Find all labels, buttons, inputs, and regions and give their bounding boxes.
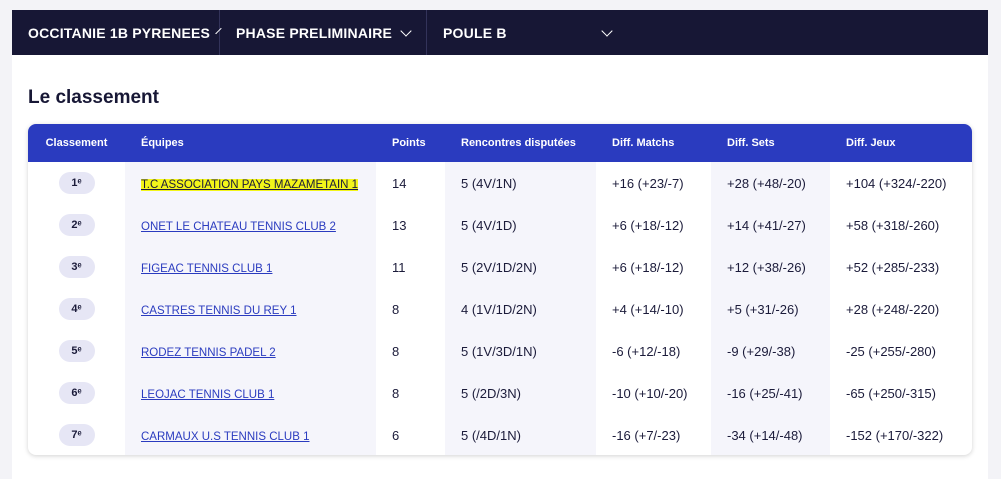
diff-sets-cell: +12 (+38/-26) <box>711 246 830 288</box>
team-link[interactable]: CASTRES TENNIS DU REY 1 <box>141 304 297 317</box>
table-row: 2ᵉ ONET LE CHATEAU TENNIS CLUB 2 13 5 (4… <box>28 204 972 246</box>
rank-cell: 6ᵉ <box>28 372 125 414</box>
rank-badge: 5ᵉ <box>58 340 95 362</box>
region-dropdown[interactable]: OCCITANIE 1B PYRENEES <box>12 10 222 55</box>
rencontres-cell: 5 (1V/3D/1N) <box>445 330 596 372</box>
table-row: 7ᵉ CARMAUX U.S TENNIS CLUB 1 6 5 (/4D/1N… <box>28 414 972 455</box>
team-link[interactable]: FIGEAC TENNIS CLUB 1 <box>141 262 273 275</box>
rencontres-cell: 5 (4V/1D) <box>445 204 596 246</box>
poule-dropdown[interactable]: POULE B <box>427 10 627 55</box>
team-cell: FIGEAC TENNIS CLUB 1 <box>125 246 376 288</box>
diff-matchs-cell: -10 (+10/-20) <box>612 385 688 401</box>
team-link[interactable]: CARMAUX U.S TENNIS CLUB 1 <box>141 430 310 443</box>
phase-dropdown[interactable]: PHASE PRELIMINAIRE <box>220 10 427 55</box>
rank-cell: 1ᵉ <box>28 162 125 204</box>
rencontres-cell: 5 (4V/1N) <box>445 162 596 204</box>
rencontres-cell: 5 (/2D/3N) <box>445 372 596 414</box>
diff-jeux-cell: -25 (+255/-280) <box>846 343 936 359</box>
rank-cell: 3ᵉ <box>28 246 125 288</box>
filter-bar: OCCITANIE 1B PYRENEES PHASE PRELIMINAIRE… <box>12 10 988 55</box>
team-cell: RODEZ TENNIS PADEL 2 <box>125 330 376 372</box>
header-diff-matchs: Diff. Matchs <box>596 124 711 162</box>
rank-cell: 7ᵉ <box>28 414 125 455</box>
team-link[interactable]: RODEZ TENNIS PADEL 2 <box>141 346 276 359</box>
diff-jeux-cell: -152 (+170/-322) <box>846 427 944 443</box>
points-cell: 8 <box>392 385 400 401</box>
diff-matchs-cell: +6 (+18/-12) <box>612 259 684 275</box>
header-diff-sets: Diff. Sets <box>711 124 830 162</box>
points-cell: 6 <box>392 427 400 443</box>
phase-dropdown-label: PHASE PRELIMINAIRE <box>236 24 393 41</box>
rank-badge: 6ᵉ <box>58 382 95 404</box>
diff-jeux-cell: -65 (+250/-315) <box>846 385 936 401</box>
table-row: 6ᵉ LEOJAC TENNIS CLUB 1 8 5 (/2D/3N) -10… <box>28 372 972 414</box>
team-link[interactable]: LEOJAC TENNIS CLUB 1 <box>141 388 275 401</box>
diff-sets-cell: -9 (+29/-38) <box>711 330 830 372</box>
table-row: 5ᵉ RODEZ TENNIS PADEL 2 8 5 (1V/3D/1N) -… <box>28 330 972 372</box>
diff-jeux-cell: +104 (+324/-220) <box>846 175 947 191</box>
poule-dropdown-label: POULE B <box>443 24 507 41</box>
rank-cell: 2ᵉ <box>28 204 125 246</box>
points-cell: 11 <box>392 259 406 275</box>
team-link[interactable]: T.C ASSOCIATION PAYS MAZAMETAIN 1 <box>141 178 359 191</box>
rank-cell: 4ᵉ <box>28 288 125 330</box>
diff-matchs-cell: -6 (+12/-18) <box>612 343 681 359</box>
standings-table: Classement Équipes Points Rencontres dis… <box>28 124 972 455</box>
chevron-down-icon <box>601 24 613 37</box>
diff-jeux-cell: +28 (+248/-220) <box>846 301 940 317</box>
rank-cell: 5ᵉ <box>28 330 125 372</box>
team-cell: T.C ASSOCIATION PAYS MAZAMETAIN 1 <box>125 162 376 204</box>
points-cell: 13 <box>392 217 407 233</box>
rank-badge: 3ᵉ <box>58 256 95 278</box>
diff-sets-cell: +28 (+48/-20) <box>711 162 830 204</box>
diff-sets-cell: -16 (+25/-41) <box>711 372 830 414</box>
header-points: Points <box>376 124 445 162</box>
table-row: 3ᵉ FIGEAC TENNIS CLUB 1 11 5 (2V/1D/2N) … <box>28 246 972 288</box>
points-cell: 8 <box>392 301 400 317</box>
table-row: 4ᵉ CASTRES TENNIS DU REY 1 8 4 (1V/1D/2N… <box>28 288 972 330</box>
header-classement: Classement <box>28 124 125 162</box>
diff-jeux-cell: +52 (+285/-233) <box>846 259 940 275</box>
diff-sets-cell: +5 (+31/-26) <box>711 288 830 330</box>
region-dropdown-label: OCCITANIE 1B PYRENEES <box>28 24 211 41</box>
diff-matchs-cell: +4 (+14/-10) <box>612 301 684 317</box>
team-cell: LEOJAC TENNIS CLUB 1 <box>125 372 376 414</box>
team-cell: ONET LE CHATEAU TENNIS CLUB 2 <box>125 204 376 246</box>
team-cell: CASTRES TENNIS DU REY 1 <box>125 288 376 330</box>
diff-matchs-cell: +16 (+23/-7) <box>612 175 684 191</box>
header-rencontres: Rencontres disputées <box>445 124 596 162</box>
diff-matchs-cell: +6 (+18/-12) <box>612 217 684 233</box>
diff-matchs-cell: -16 (+7/-23) <box>612 427 681 443</box>
table-header-row: Classement Équipes Points Rencontres dis… <box>28 124 972 162</box>
rencontres-cell: 5 (/4D/1N) <box>445 414 596 455</box>
rencontres-cell: 5 (2V/1D/2N) <box>445 246 596 288</box>
team-link[interactable]: ONET LE CHATEAU TENNIS CLUB 2 <box>141 220 336 233</box>
header-diff-jeux: Diff. Jeux <box>830 124 972 162</box>
rank-badge: 2ᵉ <box>58 214 95 236</box>
rank-badge: 7ᵉ <box>58 424 95 446</box>
rank-badge: 1ᵉ <box>58 172 95 194</box>
section-title: Le classement <box>28 87 159 108</box>
header-equipes: Équipes <box>125 124 376 162</box>
chevron-down-icon <box>400 24 412 37</box>
content-panel: Le classement Classement Équipes Points … <box>12 55 988 479</box>
rencontres-cell: 4 (1V/1D/2N) <box>445 288 596 330</box>
standings-table-wrapper: Classement Équipes Points Rencontres dis… <box>28 124 972 455</box>
diff-jeux-cell: +58 (+318/-260) <box>846 217 940 233</box>
diff-sets-cell: -34 (+14/-48) <box>711 414 830 455</box>
points-cell: 8 <box>392 343 400 359</box>
team-cell: CARMAUX U.S TENNIS CLUB 1 <box>125 414 376 455</box>
points-cell: 14 <box>392 175 407 191</box>
rank-badge: 4ᵉ <box>58 298 95 320</box>
table-row: 1ᵉ T.C ASSOCIATION PAYS MAZAMETAIN 1 14 … <box>28 162 972 204</box>
diff-sets-cell: +14 (+41/-27) <box>711 204 830 246</box>
